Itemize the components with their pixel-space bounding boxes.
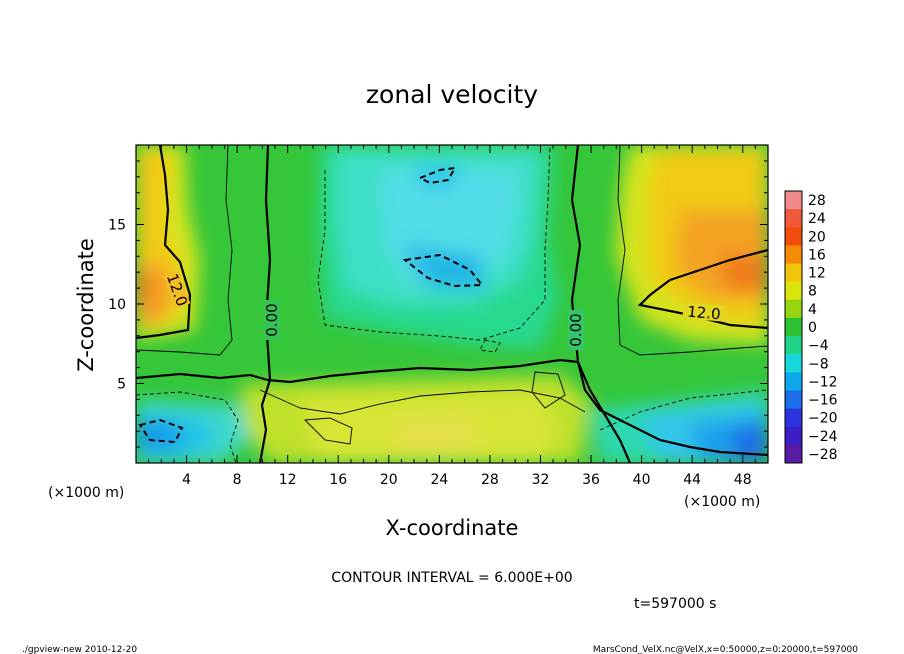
contour-labels: 12.0 0.00 0.00 12.0 bbox=[163, 271, 726, 350]
x-tick-label: 4 bbox=[182, 472, 191, 488]
x-tick-label: 44 bbox=[683, 472, 701, 488]
x-unit-right: (×1000 m) bbox=[684, 494, 760, 510]
contour-lines bbox=[136, 145, 768, 463]
colorbar-frame bbox=[784, 190, 803, 464]
x-tick-label: 8 bbox=[233, 472, 242, 488]
colorbar-segment bbox=[785, 191, 802, 210]
x-tick-label: 28 bbox=[481, 472, 499, 488]
y-axis-label: Z-coordinate bbox=[74, 238, 98, 372]
x-tick-label: 48 bbox=[734, 472, 752, 488]
y-tick-label: 5 bbox=[117, 377, 126, 393]
colorbar-label: −24 bbox=[808, 429, 838, 445]
colorbar-segment bbox=[785, 281, 802, 301]
colorbar-label: −4 bbox=[808, 338, 829, 354]
contour-label-0-right: 0.00 bbox=[567, 313, 585, 346]
colorbar-label: 24 bbox=[808, 211, 826, 227]
colorbar-label: 12 bbox=[808, 266, 826, 282]
colorbar-segment bbox=[785, 227, 802, 246]
colorbar-segment bbox=[785, 336, 802, 355]
y-tick-label: 10 bbox=[108, 297, 126, 313]
colorbar-label: −20 bbox=[808, 411, 838, 427]
colorbar-segment bbox=[785, 444, 802, 464]
colorbar-label: −28 bbox=[808, 447, 838, 463]
contour-label-0-left: 0.00 bbox=[263, 303, 281, 336]
time-text: t=597000 s bbox=[634, 596, 716, 612]
colorbar: 28 24 20 16 12 8 4 0 −4 −8 −12 −16 −20 −24 −28 bbox=[784, 190, 838, 464]
colorbar-segment bbox=[785, 426, 802, 446]
colorbar-segment bbox=[785, 372, 802, 391]
footer-left: ./gpview-new 2010-12-20 bbox=[22, 645, 137, 654]
colorbar-label: 8 bbox=[808, 284, 817, 300]
colorbar-label: 28 bbox=[808, 193, 826, 209]
x-unit-left: (×1000 m) bbox=[48, 485, 124, 501]
colorbar-label: 0 bbox=[808, 320, 817, 336]
x-tick-label: 24 bbox=[430, 472, 448, 488]
colorbar-label: −12 bbox=[808, 374, 838, 390]
colorbar-label: −8 bbox=[808, 356, 829, 372]
colorbar-label: 16 bbox=[808, 247, 826, 263]
colorbar-segment bbox=[785, 299, 802, 319]
x-tick-label: 16 bbox=[329, 472, 347, 488]
colorbar-segment bbox=[785, 209, 802, 228]
colorbar-label: 4 bbox=[808, 302, 817, 318]
x-tick-label: 36 bbox=[582, 472, 600, 488]
colorbar-segment bbox=[785, 245, 802, 264]
colorbar-segment bbox=[785, 408, 802, 428]
x-axis-label: X-coordinate bbox=[386, 516, 519, 540]
contour-interval-text: CONTOUR INTERVAL = 6.000E+00 bbox=[331, 570, 572, 586]
y-tick-label: 15 bbox=[108, 218, 126, 234]
x-tick-label: 20 bbox=[380, 472, 398, 488]
footer-right: MarsCond_VelX.nc@VelX,x=0:50000,z=0:2000… bbox=[593, 645, 858, 654]
colorbar-segment bbox=[785, 263, 802, 283]
x-tick-label: 12 bbox=[279, 472, 297, 488]
chart-title: zonal velocity bbox=[366, 80, 538, 109]
contour-label-12-right: 12.0 bbox=[686, 303, 721, 324]
colorbar-segment bbox=[785, 354, 802, 373]
x-tick-label: 32 bbox=[532, 472, 550, 488]
colorbar-segment bbox=[785, 317, 802, 337]
colorbar-label: 20 bbox=[808, 229, 826, 245]
velocity-field bbox=[136, 145, 768, 463]
colorbar-segment bbox=[785, 390, 802, 409]
colorbar-label: −16 bbox=[808, 393, 838, 409]
x-tick-label: 40 bbox=[633, 472, 651, 488]
